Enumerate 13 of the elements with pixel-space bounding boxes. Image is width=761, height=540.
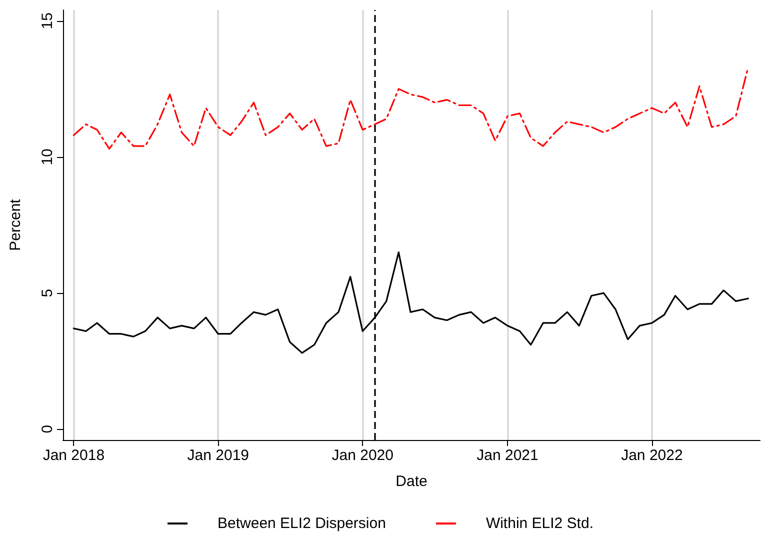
legend-label: Between ELI2 Dispersion — [218, 515, 386, 532]
x-tick-label: Jan 2018 — [42, 447, 105, 464]
y-axis-title: Percent — [7, 198, 24, 251]
y-tick-label: 10 — [39, 148, 56, 166]
y-tick-label: 0 — [39, 424, 56, 434]
x-tick-label: Jan 2022 — [621, 447, 683, 464]
x-tick-label: Jan 2020 — [332, 447, 394, 464]
x-tick-label: Jan 2021 — [476, 447, 538, 464]
y-tick-label: 15 — [39, 12, 56, 30]
x-tick-label: Jan 2019 — [187, 447, 250, 464]
y-tick-label: 5 — [39, 288, 56, 298]
x-axis-title: Date — [396, 473, 428, 490]
legend-label: Within ELI2 Std. — [486, 515, 594, 532]
